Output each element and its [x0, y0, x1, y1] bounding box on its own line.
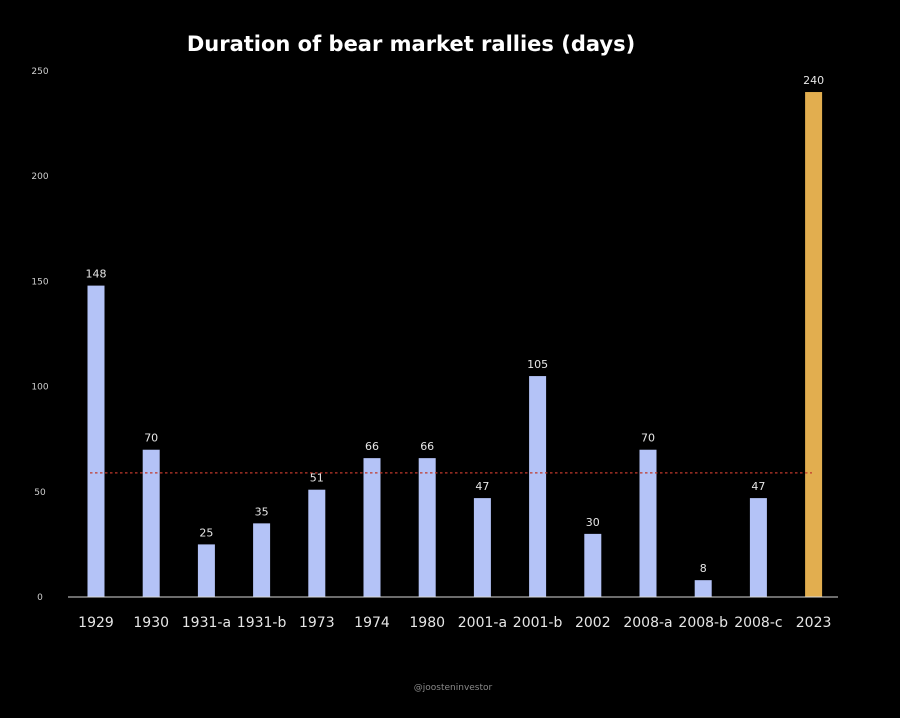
bar-2001-a [473, 498, 491, 597]
data-label-1980: 66 [420, 440, 434, 453]
bars-group [87, 92, 823, 597]
x-tick-label-1980: 1980 [409, 615, 445, 631]
data-label-2002: 30 [586, 516, 600, 529]
x-axis-ticks: 1929 1930 1931-a 1931-b 1973 1974 1980 2001-a 20… [78, 615, 831, 631]
x-tick-label-2001-b: 2001-b [513, 615, 563, 631]
watermark-text: @joosteninvestor [414, 683, 493, 693]
bar-2023 [805, 92, 823, 597]
bar-1929 [87, 285, 105, 597]
data-label-1973: 51 [310, 472, 324, 485]
y-axis-ticks: 0 50 100 150 200 250 [31, 67, 48, 603]
chart-title: Duration of bear market rallies (days) [187, 32, 635, 56]
data-label-1931-a: 25 [199, 526, 213, 539]
data-labels-group: 148 70 25 35 51 66 66 47 105 30 70 8 47 240 [86, 74, 825, 575]
y-tick-label: 0 [37, 593, 43, 603]
bar-2001-b [529, 376, 547, 597]
data-label-2008-c: 47 [751, 480, 765, 493]
bar-2008-b [694, 580, 712, 597]
y-tick-label: 250 [31, 67, 48, 77]
data-label-2008-a: 70 [641, 432, 655, 445]
y-tick-label: 150 [31, 277, 48, 287]
bar-1973 [308, 489, 326, 597]
data-label-2008-b: 8 [700, 562, 707, 575]
x-tick-label-1930: 1930 [133, 615, 169, 631]
x-tick-label-2008-a: 2008-a [623, 615, 672, 631]
y-tick-label: 200 [31, 172, 48, 182]
x-tick-label-1974: 1974 [354, 615, 390, 631]
bar-1974 [363, 458, 381, 597]
y-tick-label: 100 [31, 383, 48, 393]
data-label-1974: 66 [365, 440, 379, 453]
data-label-1929: 148 [86, 268, 107, 281]
bar-2008-c [749, 498, 767, 597]
x-tick-label-1931-a: 1931-a [182, 615, 231, 631]
x-tick-label-2023: 2023 [796, 615, 832, 631]
x-tick-label-2002: 2002 [575, 615, 611, 631]
data-label-2001-a: 47 [475, 480, 489, 493]
x-tick-label-1931-b: 1931-b [237, 615, 287, 631]
x-tick-label-1973: 1973 [299, 615, 335, 631]
bar-1931-a [197, 544, 215, 597]
bar-1980 [418, 458, 436, 597]
data-label-1930: 70 [144, 432, 158, 445]
y-tick-label: 50 [34, 488, 46, 498]
x-tick-label-2001-a: 2001-a [458, 615, 507, 631]
data-label-2001-b: 105 [527, 358, 548, 371]
bar-2002 [584, 533, 602, 597]
bar-1931-b [253, 523, 271, 597]
bar-1930 [142, 449, 160, 597]
data-label-1931-b: 35 [255, 505, 269, 518]
x-tick-label-1929: 1929 [78, 615, 114, 631]
data-label-2023: 240 [803, 74, 824, 87]
bar-2008-a [639, 449, 657, 597]
x-tick-label-2008-b: 2008-b [678, 615, 728, 631]
x-tick-label-2008-c: 2008-c [734, 615, 782, 631]
